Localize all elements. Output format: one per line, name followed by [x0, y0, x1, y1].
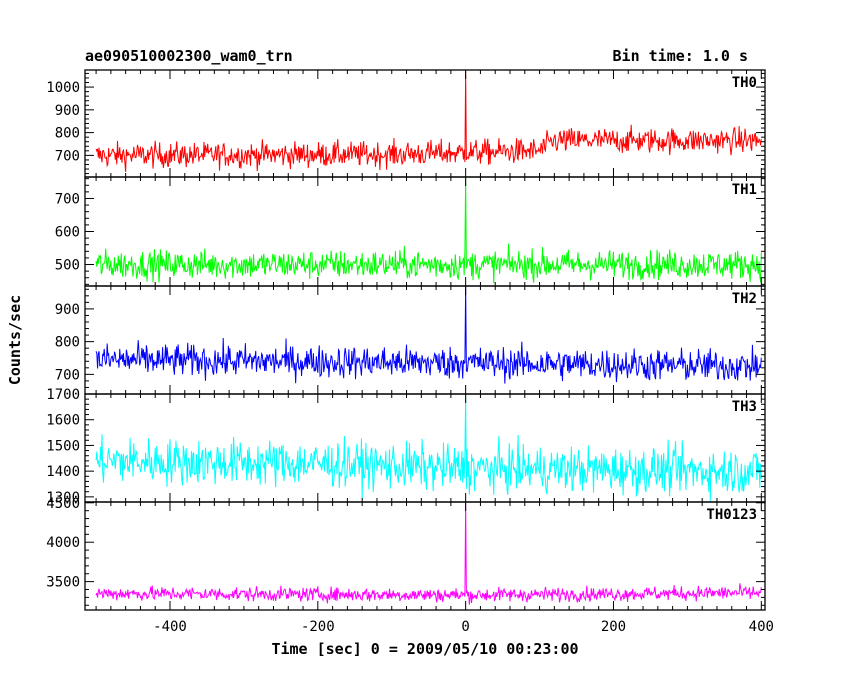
x-tick-label: -400	[153, 619, 187, 635]
y-tick-label: 600	[55, 225, 80, 241]
series-line-th0123	[95, 502, 762, 605]
panels: 700 800 900 1000 TH0 500 600 700 TH1 700 800 900 TH2…	[46, 69, 774, 635]
y-tick-label: 3500	[46, 575, 80, 591]
x-axis-label: Time [sec] 0 = 2009/05/10 00:23:00	[271, 640, 578, 658]
y-tick-label: 1600	[46, 413, 80, 429]
y-tick-label: 4500	[46, 496, 80, 512]
panel-th0: 700 800 900 1000 TH0	[46, 69, 766, 178]
series-line-th2	[95, 286, 762, 384]
y-tick-label: 4000	[46, 535, 80, 551]
y-tick-label: 800	[55, 335, 80, 351]
y-tick-label: 900	[55, 302, 80, 318]
y-tick-label: 800	[55, 126, 80, 142]
y-tick-label: 700	[55, 148, 80, 164]
y-tick-label: 1000	[46, 80, 80, 96]
chart-title: ae090510002300_wam0_trn	[85, 47, 293, 65]
panel-label-th3: TH3	[732, 399, 757, 415]
panel-frame	[84, 285, 766, 395]
series-line-th1	[95, 177, 762, 284]
series-line-th0	[95, 71, 762, 172]
bin-time-label: Bin time: 1.0 s	[613, 47, 748, 65]
panel-label-th1: TH1	[732, 182, 757, 198]
panel-frame	[84, 176, 766, 287]
panel-th1: 500 600 700 TH1	[55, 176, 766, 287]
y-tick-label: 1500	[46, 438, 80, 454]
panel-frame	[84, 501, 766, 611]
panel-th0123: 3500 4000 4500 TH0123	[46, 496, 766, 611]
panel-frame	[84, 393, 766, 503]
panel-th2: 700 800 900 TH2	[55, 285, 766, 395]
panel-label-th0123: TH0123	[706, 507, 757, 523]
x-tick-label: 0	[461, 619, 469, 635]
panel-label-th0: TH0	[732, 75, 757, 91]
panel-th3: 1300 1400 1500 1600 1700 TH3	[46, 387, 766, 506]
y-tick-label: 900	[55, 103, 80, 119]
y-tick-label: 700	[55, 191, 80, 207]
y-tick-label: 700	[55, 367, 80, 383]
y-axis-label: Counts/sec	[6, 295, 24, 385]
series-line-th3	[95, 394, 762, 502]
y-tick-label: 1400	[46, 464, 80, 480]
y-tick-label: 1700	[46, 387, 80, 403]
x-tick-label: 200	[601, 619, 626, 635]
y-tick-label: 1300	[46, 490, 80, 506]
panel-label-th2: TH2	[732, 291, 757, 307]
x-tick-label: -200	[301, 619, 335, 635]
y-tick-label: 500	[55, 258, 80, 274]
x-tick-label: 400	[749, 619, 774, 635]
